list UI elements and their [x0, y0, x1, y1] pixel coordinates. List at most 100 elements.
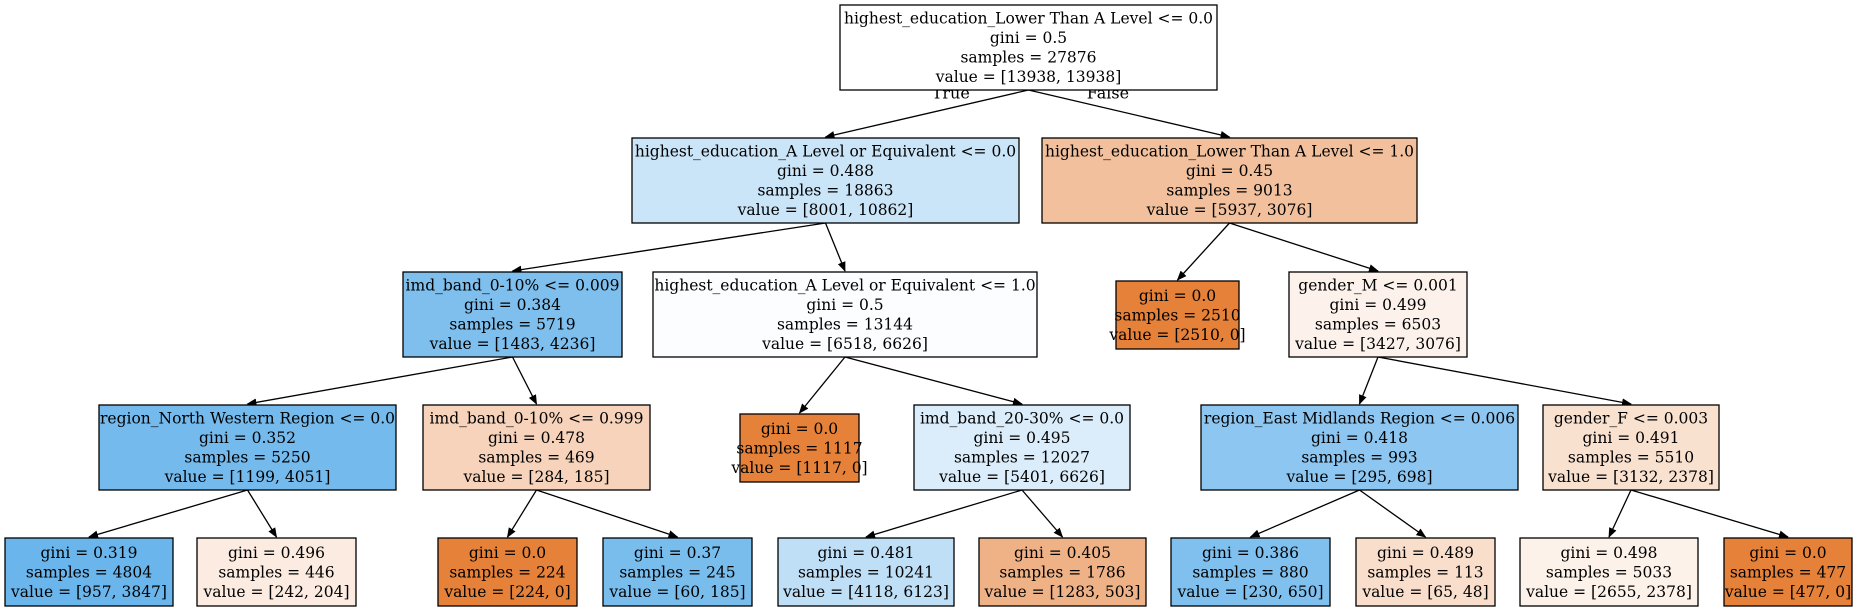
tree-nodes: highest_education_Lower Than A Level <= … — [4, 4, 1853, 607]
node-split-rule: region_East Midlands Region <= 0.006 — [1204, 410, 1515, 428]
node-stat-line: samples = 10241 — [798, 563, 934, 581]
tree-edge — [1229, 222, 1379, 273]
tree-edge — [1377, 356, 1632, 407]
tree-node-box — [739, 413, 860, 483]
node-stat-line: samples = 9013 — [1166, 182, 1292, 200]
tree-edge — [1176, 222, 1230, 281]
node-stat-line: value = [60, 185] — [608, 583, 745, 601]
node-stat-line: value = [65, 48] — [1361, 583, 1488, 601]
tree-node: highest_education_A Level or Equivalent … — [652, 271, 1038, 358]
node-stat-line: samples = 469 — [478, 449, 594, 467]
node-stat-line: value = [1283, 503] — [984, 583, 1141, 601]
tree-node-box — [98, 404, 397, 491]
node-stat-line: samples = 27876 — [960, 49, 1096, 67]
node-stat-line: gini = 0.0 — [469, 544, 546, 562]
tree-node-box — [4, 537, 174, 607]
tree-node-box — [1041, 137, 1418, 224]
tree-node-box — [422, 404, 651, 491]
tree-node-box — [1115, 280, 1240, 350]
node-stat-line: gini = 0.491 — [1582, 429, 1679, 447]
node-stat-line: gini = 0.5 — [990, 29, 1067, 47]
node-stat-line: samples = 5719 — [449, 316, 575, 334]
tree-edge — [511, 222, 826, 274]
tree-node-box — [913, 404, 1131, 491]
node-stat-line: value = [4118, 6123] — [782, 583, 949, 601]
node-stat-line: gini = 0.405 — [1014, 544, 1111, 562]
tree-edge — [246, 356, 513, 407]
node-split-rule: imd_band_0-10% <= 0.009 — [406, 277, 620, 295]
node-stat-line: gini = 0.478 — [488, 429, 585, 447]
tree-edge — [1359, 489, 1427, 538]
node-stat-line: value = [1117, 0] — [730, 459, 867, 477]
node-stat-line: value = [2655, 2378] — [1525, 583, 1692, 601]
tree-edge — [1021, 489, 1064, 538]
tree-node: highest_education_Lower Than A Level <= … — [839, 4, 1218, 91]
node-stat-line: value = [5401, 6626] — [938, 468, 1105, 486]
tree-node: highest_education_Lower Than A Level <= … — [1041, 137, 1418, 224]
node-split-rule: highest_education_Lower Than A Level <= … — [844, 10, 1213, 28]
tree-node-box — [1723, 537, 1853, 607]
node-stat-line: value = [2510, 0] — [1108, 326, 1245, 344]
node-stat-line: value = [3427, 3076] — [1294, 335, 1461, 353]
tree-node-box — [978, 537, 1147, 607]
tree-edge — [844, 356, 1023, 406]
tree-node-box — [1170, 537, 1331, 607]
node-stat-line: samples = 1786 — [999, 563, 1125, 581]
tree-edges: True False — [88, 84, 1789, 539]
node-stat-line: value = [1483, 4236] — [429, 335, 596, 353]
tree-node-box — [839, 4, 1218, 91]
tree-edge — [1028, 89, 1231, 139]
node-split-rule: highest_education_A Level or Equivalent … — [654, 277, 1035, 295]
tree-edge — [1358, 356, 1379, 405]
node-stat-line: gini = 0.0 — [1139, 287, 1216, 305]
tree-edge — [824, 89, 1029, 139]
node-stat-line: samples = 13144 — [777, 316, 913, 334]
node-split-rule: imd_band_20-30% <= 0.0 — [920, 410, 1124, 428]
node-stat-line: samples = 2510 — [1114, 306, 1240, 324]
node-stat-line: gini = 0.498 — [1560, 544, 1657, 562]
node-split-rule: gender_M <= 0.001 — [1298, 277, 1457, 295]
node-stat-line: samples = 245 — [619, 563, 735, 581]
tree-node-box — [196, 537, 357, 607]
node-stat-line: value = [224, 0] — [443, 583, 570, 601]
node-stat-line: gini = 0.0 — [1749, 544, 1826, 562]
tree-node-box — [652, 271, 1038, 358]
node-split-rule: highest_education_Lower Than A Level <= … — [1045, 143, 1414, 161]
node-split-rule: gender_F <= 0.003 — [1554, 410, 1708, 428]
node-stat-line: gini = 0.499 — [1329, 296, 1426, 314]
node-split-rule: highest_education_A Level or Equivalent … — [635, 143, 1016, 161]
node-stat-line: value = [5937, 3076] — [1146, 201, 1313, 219]
node-stat-line: value = [13938, 13938] — [935, 68, 1122, 86]
node-stat-line: gini = 0.481 — [817, 544, 914, 562]
node-stat-line: gini = 0.488 — [777, 162, 874, 180]
node-stat-line: gini = 0.418 — [1311, 429, 1408, 447]
node-split-rule: region_North Western Region <= 0.0 — [100, 410, 395, 428]
node-stat-line: samples = 12027 — [954, 449, 1090, 467]
node-stat-line: gini = 0.495 — [973, 429, 1070, 447]
node-stat-line: value = [284, 185] — [462, 468, 609, 486]
tree-node-box — [777, 537, 955, 607]
node-stat-line: value = [957, 3847] — [10, 583, 167, 601]
node-split-rule: imd_band_0-10% <= 0.999 — [430, 410, 644, 428]
tree-edge — [1608, 489, 1632, 538]
node-stat-line: gini = 0.384 — [464, 296, 561, 314]
node-stat-line: samples = 6503 — [1315, 316, 1441, 334]
node-stat-line: gini = 0.489 — [1377, 544, 1474, 562]
node-stat-line: gini = 0.319 — [40, 544, 137, 562]
tree-node-box — [1355, 537, 1496, 607]
tree-edge — [824, 222, 846, 272]
tree-node-box — [402, 271, 623, 358]
tree-node-box — [602, 537, 753, 607]
node-stat-line: value = [477, 0] — [1724, 583, 1851, 601]
